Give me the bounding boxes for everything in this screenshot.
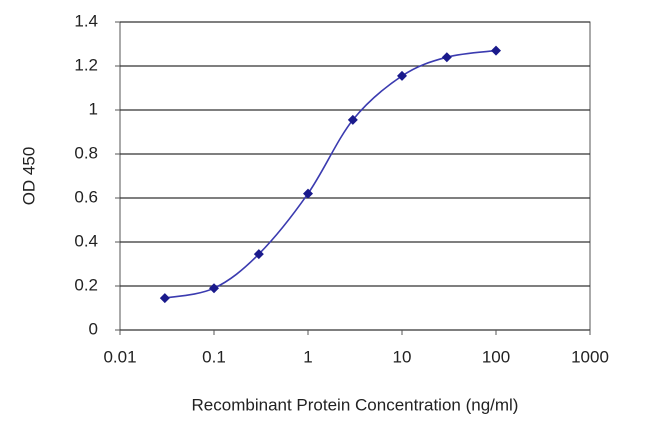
y-tick-label: 0.6 bbox=[74, 187, 98, 206]
y-tick-label: 1.2 bbox=[74, 55, 98, 74]
data-point bbox=[159, 293, 170, 304]
y-tick-label: 0 bbox=[89, 319, 98, 338]
y-axis-label: OD 450 bbox=[19, 147, 38, 206]
x-tick-label: 1000 bbox=[571, 347, 609, 366]
x-tick-label: 0.01 bbox=[103, 347, 136, 366]
data-point bbox=[209, 283, 219, 294]
x-tick-label: 10 bbox=[393, 347, 412, 366]
data-point bbox=[491, 45, 501, 56]
data-point bbox=[303, 188, 313, 199]
data-point bbox=[397, 70, 407, 81]
x-tick-label: 100 bbox=[482, 347, 510, 366]
data-line bbox=[164, 49, 497, 299]
y-tick-label: 1.4 bbox=[74, 11, 98, 30]
data-point bbox=[347, 114, 358, 125]
plot-area bbox=[119, 21, 591, 331]
x-tick-label: 0.1 bbox=[202, 347, 226, 366]
x-axis-label: Recombinant Protein Concentration (ng/ml… bbox=[192, 395, 519, 414]
data-point bbox=[253, 249, 264, 260]
y-tick-label: 0.2 bbox=[74, 275, 98, 294]
y-tick-label: 1 bbox=[89, 99, 98, 118]
y-tick-label: 0.4 bbox=[74, 231, 98, 250]
x-tick-label: 1 bbox=[303, 347, 312, 366]
data-point bbox=[441, 52, 452, 63]
y-tick-label: 0.8 bbox=[74, 143, 98, 162]
